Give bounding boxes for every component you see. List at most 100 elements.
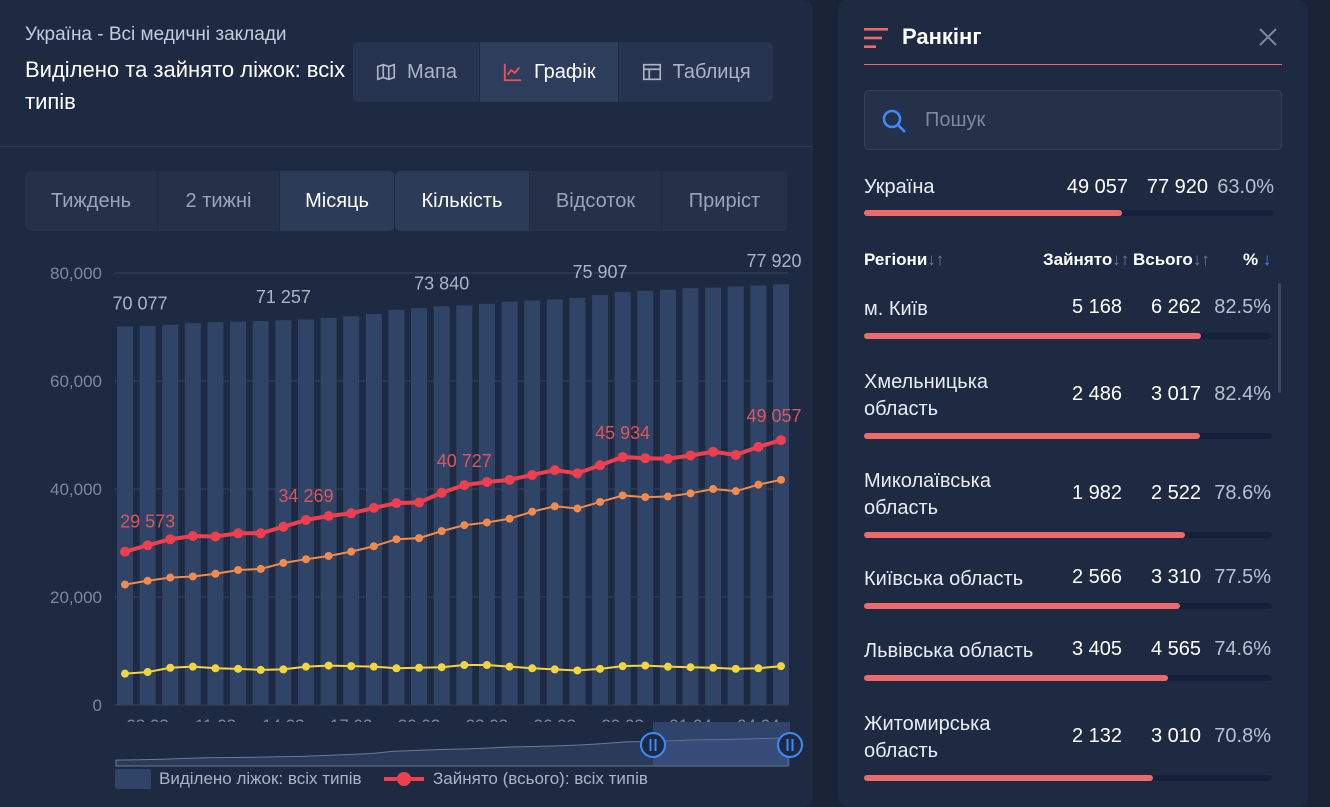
series-point — [504, 474, 515, 485]
region-name: Житомирська область — [864, 713, 991, 762]
tab-growth[interactable]: Приріст — [662, 171, 788, 231]
sort-icon: ↓↑ — [1112, 250, 1130, 269]
col-header-pct[interactable]: % ↓ — [1243, 250, 1271, 270]
region-occupied: 2 566 — [1071, 566, 1122, 588]
series-point — [143, 668, 152, 677]
tab-2-weeks[interactable]: 2 тижні — [158, 171, 280, 231]
series-point — [709, 485, 718, 493]
navigator-handle[interactable] — [640, 732, 666, 758]
search-input[interactable] — [925, 105, 1265, 135]
region-name: м. Київ — [864, 298, 928, 320]
series-point — [731, 664, 740, 673]
series-point — [347, 662, 356, 671]
bar — [524, 300, 541, 705]
line-data-label: 45 934 — [595, 423, 650, 443]
series-point — [415, 663, 424, 672]
series-point — [686, 489, 695, 498]
series-point — [188, 662, 197, 671]
search-icon — [882, 109, 906, 133]
region-total: 2 522 — [1150, 482, 1201, 504]
y-tick-label: 0 — [93, 696, 102, 715]
series-point — [482, 661, 491, 670]
series-point — [776, 435, 786, 446]
col-header-occupied[interactable]: Зайнято↓↑ — [1043, 250, 1129, 270]
region-total: 3 310 — [1150, 566, 1201, 588]
region-total: 4 565 — [1150, 638, 1201, 660]
legend-swatch-point — [397, 772, 411, 786]
series-point — [641, 661, 650, 670]
view-tabs: Мапа Графік Таблиця — [353, 42, 773, 102]
series-point — [301, 662, 310, 671]
metric-tabs: Кількість Відсоток Приріст — [395, 171, 788, 231]
series-point — [234, 664, 243, 673]
bar-line-chart: 80,00060,00040,00020,000008.0311.0314.03… — [50, 251, 803, 789]
series-point — [121, 669, 129, 678]
bar — [207, 322, 224, 705]
series-point — [618, 491, 627, 500]
series-point — [256, 564, 265, 573]
total-row[interactable]: Україна 49 057 77 920 63.0% — [864, 172, 1274, 216]
region-progress-fill — [864, 433, 1201, 439]
page-title: Виділено та зайнято ліжок: всіх типів — [25, 57, 346, 114]
bar — [750, 285, 767, 705]
region-progress-fill — [864, 675, 1169, 681]
series-point — [391, 498, 402, 509]
bar — [297, 319, 314, 705]
region-occupied: 1 982 — [1071, 482, 1122, 504]
region-occupied: 2 486 — [1071, 383, 1122, 405]
series-point — [595, 460, 606, 471]
series-point — [482, 518, 491, 527]
sort-desc-icon: ↓ — [1262, 250, 1272, 269]
series-point — [233, 528, 244, 539]
region-progress-fill — [864, 775, 1153, 781]
total-progress-track — [864, 210, 1274, 216]
series-point — [368, 502, 379, 513]
tab-count[interactable]: Кількість — [395, 171, 530, 231]
tab-table[interactable]: Таблиця — [619, 42, 773, 102]
series-point — [459, 480, 470, 491]
series-point — [210, 531, 221, 542]
series-point — [324, 661, 333, 670]
tab-percent[interactable]: Відсоток — [530, 171, 662, 231]
region-pct: 77.5% — [1214, 566, 1271, 588]
search-box[interactable] — [864, 90, 1282, 150]
series-point — [709, 663, 718, 672]
map-icon — [376, 63, 396, 81]
bar — [501, 301, 518, 705]
total-progress-fill — [864, 210, 1123, 216]
navigator-handle[interactable] — [777, 732, 803, 758]
chart-panel: Україна - Всі медичні заклади Виділено т… — [0, 0, 813, 807]
region-progress-track — [864, 433, 1272, 439]
bar — [773, 284, 789, 705]
series-point — [708, 446, 719, 457]
series-point — [640, 453, 651, 464]
bar — [478, 303, 495, 705]
series-point — [777, 475, 785, 484]
region-progress-fill — [864, 333, 1201, 339]
ranking-scrollbar[interactable] — [1278, 283, 1281, 393]
range-tabs: Тиждень 2 тижні Місяць — [25, 171, 395, 231]
series-point — [188, 572, 197, 581]
col-header-region[interactable]: Регіони↓↑ — [864, 250, 944, 270]
bar — [546, 299, 563, 705]
tab-chart[interactable]: Графік — [479, 42, 619, 102]
series-point — [279, 665, 288, 674]
series-point — [641, 493, 650, 502]
tab-week[interactable]: Тиждень — [25, 171, 158, 231]
y-tick-label: 80,000 — [50, 264, 102, 283]
series-point — [300, 514, 311, 525]
tab-month[interactable]: Місяць — [280, 171, 395, 231]
close-icon[interactable] — [1258, 27, 1278, 47]
series-point — [527, 469, 538, 480]
series-point — [166, 663, 175, 672]
col-header-total[interactable]: Всього↓↑ — [1133, 250, 1210, 270]
region-pct: 78.6% — [1214, 482, 1271, 504]
region-pct: 82.4% — [1214, 383, 1271, 405]
region-progress-track — [864, 333, 1272, 339]
ranking-panel: Ранкінг Україна 49 057 77 920 63.0% Регі… — [838, 0, 1308, 807]
series-point — [572, 468, 583, 479]
region-progress-track — [864, 775, 1272, 781]
series-point — [753, 441, 764, 452]
tab-map[interactable]: Мапа — [353, 42, 480, 102]
series-point — [505, 514, 514, 523]
